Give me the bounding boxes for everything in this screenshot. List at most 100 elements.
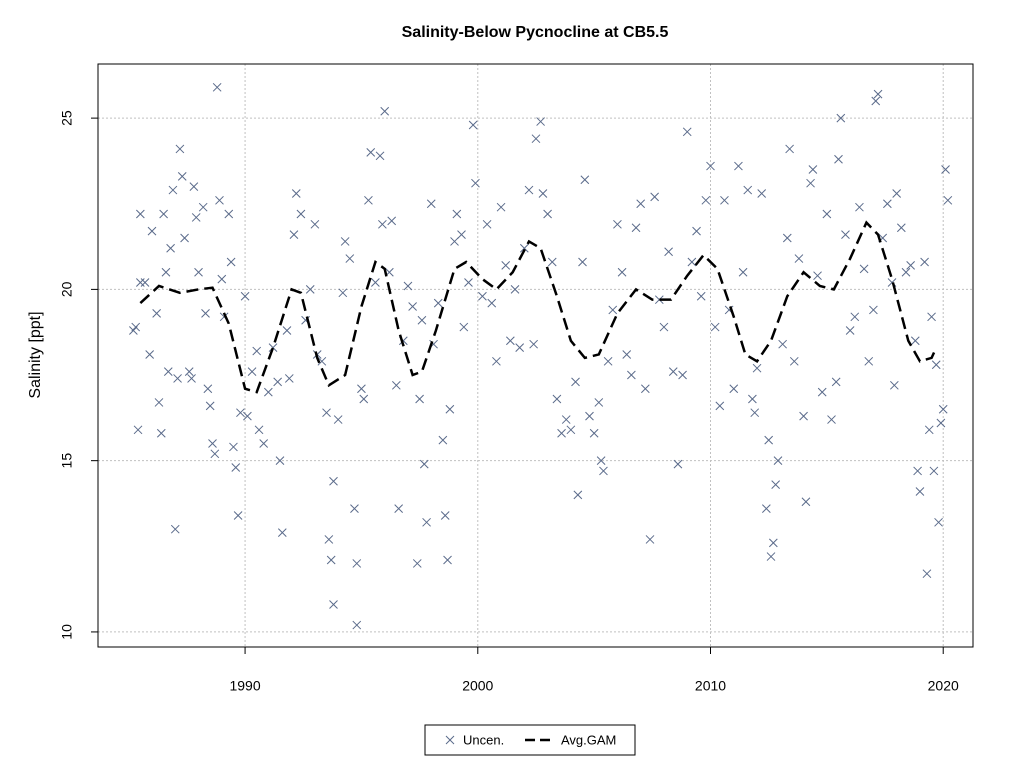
marker-stroke bbox=[547, 257, 557, 267]
point bbox=[364, 195, 373, 205]
marker-stroke bbox=[871, 96, 881, 106]
marker-stroke bbox=[226, 257, 236, 267]
marker-stroke bbox=[817, 387, 827, 397]
marker-stroke bbox=[133, 425, 143, 435]
point bbox=[599, 466, 608, 476]
marker-stroke bbox=[627, 370, 636, 380]
marker-stroke bbox=[324, 535, 334, 544]
marker-stroke bbox=[329, 600, 338, 609]
marker-stroke bbox=[608, 305, 618, 315]
point bbox=[650, 192, 660, 202]
marker-stroke bbox=[596, 456, 606, 466]
point bbox=[936, 418, 946, 428]
point bbox=[412, 559, 422, 568]
y-tick-label: 20 bbox=[59, 281, 75, 297]
point bbox=[282, 326, 292, 335]
marker-stroke bbox=[326, 555, 336, 565]
point bbox=[468, 120, 478, 130]
point bbox=[543, 209, 552, 219]
point bbox=[329, 600, 338, 609]
marker-stroke bbox=[936, 418, 946, 428]
point bbox=[613, 219, 622, 229]
marker-stroke bbox=[687, 257, 697, 267]
point bbox=[538, 189, 548, 198]
point bbox=[359, 394, 369, 404]
marker-stroke bbox=[147, 226, 157, 236]
point bbox=[380, 106, 390, 116]
marker-stroke bbox=[752, 363, 762, 373]
marker-stroke bbox=[706, 161, 715, 171]
point bbox=[352, 620, 362, 630]
point bbox=[901, 267, 911, 277]
point bbox=[785, 144, 794, 154]
point bbox=[284, 374, 294, 383]
marker-stroke bbox=[426, 199, 436, 209]
point bbox=[350, 504, 359, 513]
point bbox=[859, 264, 869, 274]
point bbox=[922, 569, 932, 579]
marker-stroke bbox=[640, 384, 650, 394]
point bbox=[561, 415, 571, 424]
point bbox=[259, 439, 269, 448]
point bbox=[659, 322, 669, 332]
marker-stroke bbox=[934, 517, 943, 527]
marker-stroke bbox=[471, 178, 480, 188]
point bbox=[710, 322, 720, 332]
marker-stroke bbox=[136, 209, 145, 219]
marker-stroke bbox=[152, 309, 161, 318]
point bbox=[492, 356, 501, 366]
marker-stroke bbox=[189, 182, 199, 191]
point bbox=[720, 195, 729, 205]
y-tick-label: 15 bbox=[59, 453, 75, 469]
point bbox=[920, 257, 929, 267]
marker-stroke bbox=[154, 398, 164, 407]
point bbox=[417, 315, 427, 325]
marker-stroke bbox=[275, 456, 285, 466]
point bbox=[799, 411, 808, 421]
marker-stroke bbox=[231, 463, 241, 472]
point bbox=[817, 387, 827, 397]
point bbox=[668, 367, 678, 376]
point bbox=[205, 401, 215, 411]
point bbox=[231, 463, 241, 472]
marker-stroke bbox=[359, 394, 369, 404]
marker-stroke bbox=[208, 439, 217, 448]
point bbox=[322, 408, 331, 418]
point bbox=[140, 278, 150, 287]
marker-stroke bbox=[215, 195, 224, 205]
point bbox=[340, 237, 350, 246]
point bbox=[715, 401, 725, 411]
marker-stroke bbox=[194, 267, 203, 277]
marker-stroke bbox=[841, 230, 850, 239]
marker-stroke bbox=[834, 154, 843, 164]
point bbox=[510, 285, 520, 294]
point bbox=[913, 466, 922, 476]
point bbox=[391, 380, 401, 390]
point bbox=[831, 377, 841, 387]
point bbox=[864, 356, 874, 366]
marker-stroke bbox=[387, 216, 397, 226]
point bbox=[156, 428, 166, 438]
point bbox=[924, 425, 934, 435]
point bbox=[459, 322, 469, 332]
point bbox=[622, 350, 632, 359]
marker-stroke bbox=[519, 243, 529, 253]
point bbox=[571, 377, 580, 387]
point bbox=[215, 195, 224, 205]
point bbox=[536, 117, 545, 126]
marker-stroke bbox=[729, 384, 739, 394]
marker-stroke bbox=[159, 209, 168, 219]
legend-label: Uncen. bbox=[463, 732, 504, 747]
point bbox=[452, 209, 462, 219]
marker-stroke bbox=[929, 466, 939, 476]
marker-stroke bbox=[915, 487, 925, 496]
marker-stroke bbox=[701, 195, 711, 205]
marker-stroke bbox=[922, 569, 932, 579]
marker-stroke bbox=[433, 298, 443, 308]
marker-stroke bbox=[506, 336, 515, 346]
point bbox=[198, 202, 208, 212]
marker-stroke bbox=[631, 223, 641, 233]
point bbox=[506, 336, 515, 346]
marker-stroke bbox=[594, 398, 604, 407]
